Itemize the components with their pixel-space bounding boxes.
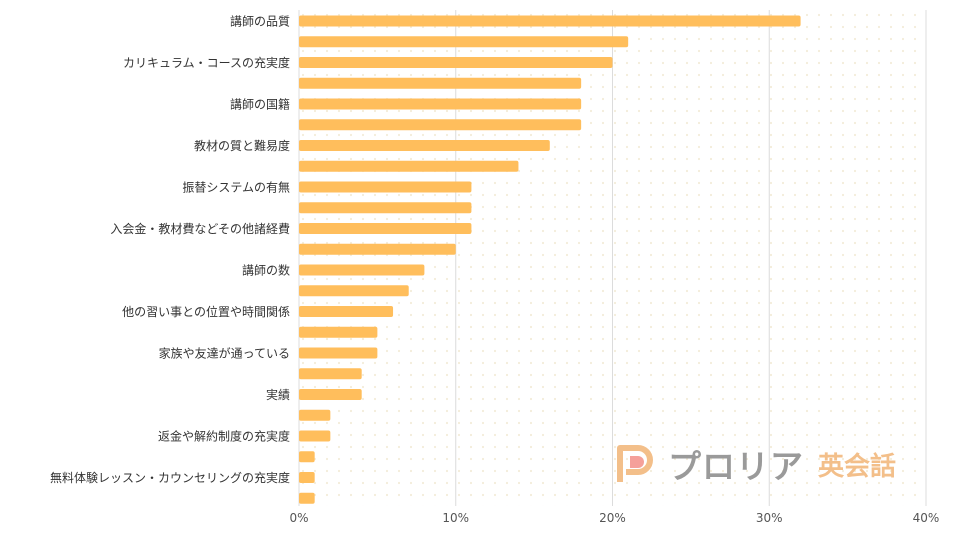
- category-label: 返金や解約制度の充実度: [158, 429, 290, 444]
- watermark: プロリア 英会話: [616, 442, 896, 486]
- bar: [299, 223, 472, 234]
- category-label: 家族や友達が通っている: [159, 346, 290, 361]
- bar: [299, 181, 472, 193]
- category-label: 講師の品質: [230, 14, 290, 29]
- bar: [299, 15, 801, 27]
- bar: [299, 160, 519, 172]
- bar: [299, 409, 331, 421]
- category-label: 教材の質と難易度: [194, 138, 290, 153]
- bar: [299, 306, 394, 317]
- category-labels: 講師の品質カリキュラム・コースの充実度講師の国籍教材の質と難易度振替システムの有…: [50, 14, 290, 486]
- bar: [299, 326, 378, 338]
- x-tick-labels: 0% 10% 20% 30% 40%: [289, 511, 939, 525]
- x-tick-label: 0%: [289, 511, 308, 525]
- watermark-brand: プロリア: [668, 447, 804, 486]
- bar: [299, 264, 425, 276]
- bar: [299, 368, 362, 380]
- bar: [299, 36, 629, 48]
- bar: [299, 140, 550, 151]
- bar: [299, 77, 582, 89]
- bar: [299, 472, 315, 483]
- category-label: カリキュラム・コースの充実度: [123, 55, 290, 70]
- p-logo-icon: [617, 445, 653, 482]
- bar: [299, 389, 362, 400]
- x-tick-label: 10%: [442, 511, 469, 525]
- bar: [299, 347, 378, 359]
- bar: [299, 430, 331, 442]
- x-tick-label: 20%: [599, 511, 626, 525]
- watermark-sub: 英会話: [818, 451, 897, 482]
- category-label: 入会金・教材費などその他諸経費: [110, 221, 290, 236]
- bar: [299, 98, 582, 110]
- category-label: 実績: [266, 387, 290, 402]
- bar: [299, 119, 582, 131]
- category-label: 講師の数: [242, 263, 290, 278]
- bar: [299, 451, 315, 463]
- bar: [299, 492, 315, 504]
- category-label: 講師の国籍: [230, 97, 290, 112]
- x-tick-label: 40%: [913, 511, 940, 525]
- category-label: 無料体験レッスン・カウンセリングの充実度: [50, 470, 290, 485]
- bar: [299, 57, 613, 68]
- category-label: 振替システムの有無: [182, 180, 290, 195]
- bars: [299, 15, 801, 504]
- bar: [299, 202, 472, 214]
- category-label: 他の習い事との位置や時間関係: [122, 304, 290, 319]
- bar: [299, 243, 456, 255]
- x-tick-label: 30%: [756, 511, 783, 525]
- gridlines: [298, 10, 927, 506]
- bar: [299, 285, 409, 297]
